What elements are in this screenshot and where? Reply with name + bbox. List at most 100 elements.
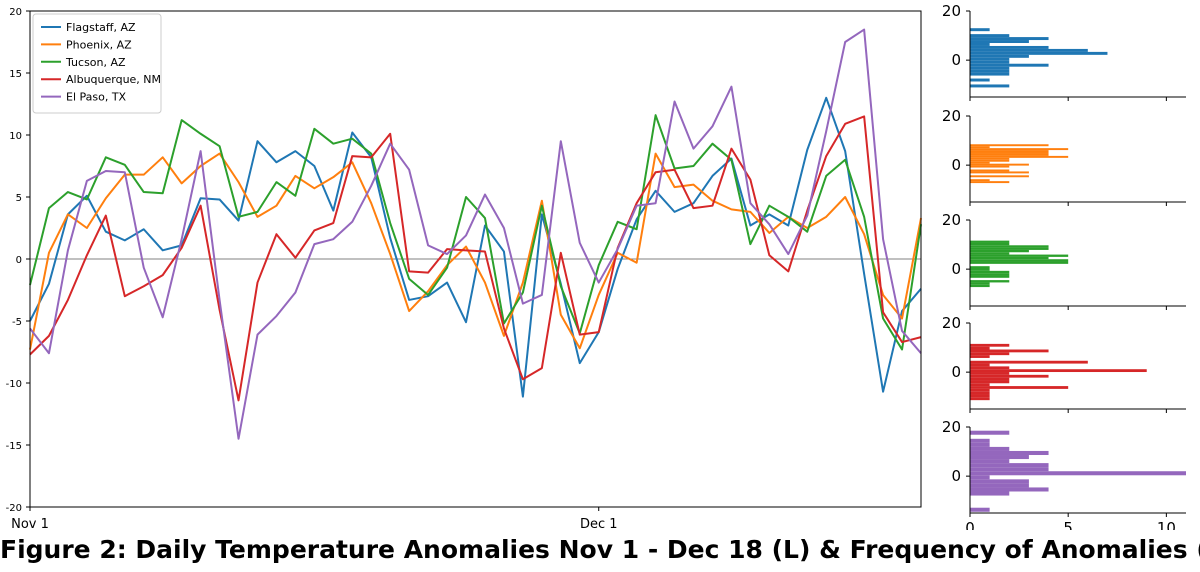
histogram-bar: [970, 146, 990, 149]
figure: -20 -15 -10 -5 0 5 10 15 20 Nov 1 Dec 1 Flagstaff, …: [6, 2, 1186, 530]
histogram-bar: [970, 144, 1049, 147]
histogram-bar: [970, 163, 1029, 166]
histogram-bar: [970, 179, 990, 182]
histogram-bar: [970, 273, 1010, 276]
histogram-bar: [970, 37, 1049, 41]
histogram-bar: [970, 430, 1010, 435]
legend-label: El Paso, TX: [66, 91, 127, 104]
histogram-bar: [970, 148, 1069, 151]
histogram-bar: [970, 66, 1010, 70]
legend-label: Tucson, AZ: [65, 56, 126, 69]
histogram-bar: [970, 60, 1010, 64]
histogram-x-tick-label: 5: [1063, 519, 1073, 530]
histogram-bar: [970, 247, 1049, 250]
series-line-5: [29, 28, 922, 440]
histogram-bar: [970, 284, 990, 288]
histogram-bar: [970, 153, 1049, 156]
histogram-bar: [970, 249, 1029, 253]
histogram-bar: [970, 377, 1010, 381]
histogram-bar: [970, 372, 1010, 375]
histogram-bar: [970, 159, 1010, 162]
histogram-bar: [970, 346, 990, 350]
histogram-bar: [970, 245, 1049, 248]
histogram-bar: [970, 252, 1010, 255]
histogram-bar: [970, 40, 1029, 44]
y-tick-label: 20: [9, 7, 22, 18]
y-tick-label: 10: [9, 131, 22, 142]
histogram-bar: [970, 386, 1069, 389]
histogram-bar: [970, 467, 1049, 472]
histogram-bar: [970, 438, 990, 443]
histogram-bar: [970, 242, 1010, 246]
histogram-bar: [970, 459, 1010, 464]
histogram-bar: [970, 369, 1147, 373]
histogram-bar: [970, 63, 1049, 67]
histogram-bar: [970, 487, 1049, 492]
histogram-bar: [970, 72, 1010, 76]
histogram-bar: [970, 366, 1010, 370]
histogram-bar: [970, 155, 1069, 158]
histogram-bar: [970, 391, 990, 395]
histogram-bar: [970, 349, 1049, 353]
histogram-bar: [970, 165, 1010, 168]
histogram-bar: [970, 491, 1010, 496]
histogram-bar: [970, 157, 1010, 160]
histogram-bar: [970, 479, 1029, 484]
histogram-bar: [970, 171, 1029, 174]
histogram-y-tick-label: 20: [942, 314, 961, 332]
histogram-y-tick-label: 20: [942, 107, 961, 125]
histogram-bar: [970, 471, 1186, 476]
histogram-x-tick-label: 10: [1157, 519, 1176, 530]
y-tick-label: -5: [12, 317, 22, 328]
histogram-bar: [970, 446, 1010, 451]
histogram-bar: [970, 374, 1049, 378]
y-tick-label: 0: [16, 255, 22, 266]
histogram-bar: [970, 483, 1029, 488]
histogram-bar: [970, 169, 1010, 172]
y-tick-label: 5: [16, 193, 22, 204]
histogram-bar: [970, 282, 990, 285]
histogram-bar: [970, 78, 990, 82]
histogram-bar: [970, 442, 990, 447]
histogram-bar: [970, 54, 1029, 58]
histogram-bar: [970, 256, 1049, 260]
histogram-bar: [970, 259, 1069, 262]
histogram-y-tick-label: 20: [942, 2, 961, 20]
histogram-bar: [970, 507, 990, 512]
histogram-bar: [970, 270, 1010, 274]
series-line-3: [29, 114, 922, 351]
y-tick-label: -15: [6, 441, 22, 452]
histogram-bar: [970, 150, 1049, 153]
histogram-bar: [970, 394, 990, 398]
legend-label: Flagstaff, AZ: [66, 21, 136, 34]
histogram-bar: [970, 57, 1010, 61]
histogram-bar: [970, 51, 1108, 55]
histogram-bar: [970, 266, 990, 269]
histogram-bar: [970, 380, 1010, 384]
histogram-y-tick-label: 0: [951, 467, 961, 485]
histogram-x-tick-label: 0: [965, 519, 975, 530]
histogram-bar: [970, 84, 1010, 88]
histogram-y-tick-label: 0: [951, 363, 961, 381]
histogram-y-tick-label: 0: [951, 260, 961, 278]
histogram-bar: [970, 254, 1069, 257]
legend-label: Phoenix, AZ: [66, 38, 132, 51]
histogram-bar: [970, 69, 1010, 73]
histogram-bar: [970, 388, 990, 392]
histogram-bar: [970, 352, 1010, 356]
histogram-bar: [970, 43, 990, 46]
histogram-y-tick-label: 20: [942, 418, 961, 436]
histogram-bar: [970, 397, 990, 401]
histogram-bar: [970, 450, 1049, 456]
histogram-bar: [970, 181, 1010, 184]
histogram-y-tick-label: 0: [951, 51, 961, 69]
histogram-bar: [970, 240, 1010, 243]
histogram-bar: [970, 360, 1088, 364]
histogram-bar: [970, 280, 1010, 283]
legend-box: [32, 13, 162, 114]
histogram-bar: [970, 45, 1049, 49]
histogram-bar: [970, 383, 990, 387]
histogram-bar: [970, 28, 990, 32]
histogram-bar: [970, 343, 1010, 347]
y-tick-label: 15: [9, 69, 22, 80]
